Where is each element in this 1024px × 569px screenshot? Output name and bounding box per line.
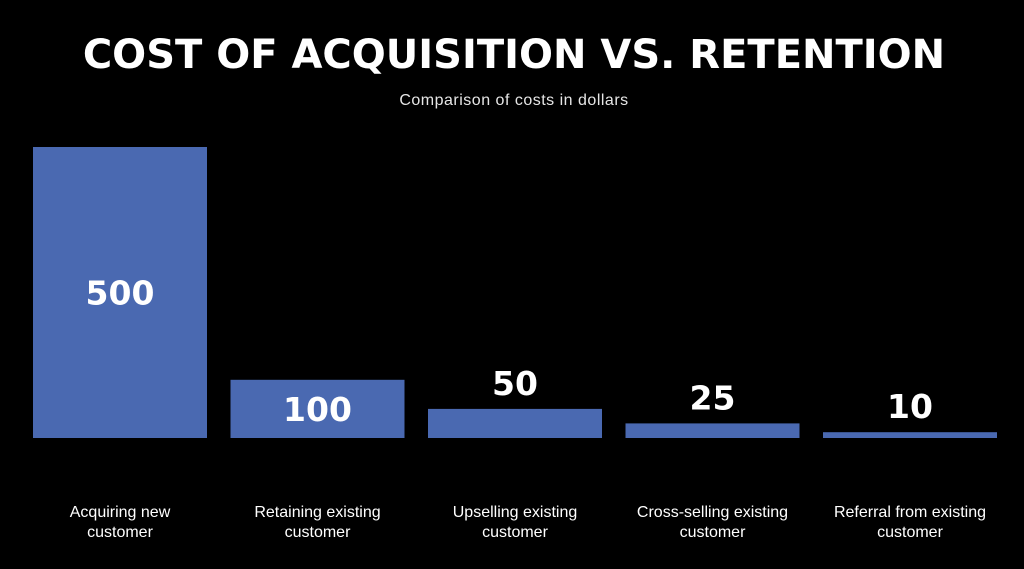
bar-value-label-3: 50 — [492, 364, 538, 403]
bar-4 — [625, 423, 800, 438]
value-labels-layer: 500 100 50 25 10 — [86, 274, 933, 429]
category-label-4-line-1: Cross-selling existing — [637, 504, 788, 521]
category-label-2-line-1: Retaining existing — [254, 504, 380, 521]
category-label-5-line-1: Referral from existing — [834, 504, 986, 521]
category-label-4: Cross-selling existing customer — [637, 504, 788, 541]
bar-2 — [230, 379, 405, 438]
category-label-1: Acquiring new customer — [70, 504, 171, 541]
bar-value-label-4: 25 — [690, 378, 736, 417]
category-label-3: Upselling existing customer — [453, 504, 578, 541]
category-labels-layer: Acquiring new customer Retaining existing c… — [70, 504, 986, 541]
bar-1 — [33, 147, 207, 438]
bar-5 — [823, 432, 997, 438]
category-label-3-line-1: Upselling existing — [453, 504, 578, 521]
bars-layer — [33, 147, 997, 438]
category-label-4-line-2: customer — [680, 524, 746, 541]
bar-value-label-1: 500 — [86, 274, 155, 313]
bar-3 — [428, 408, 602, 438]
category-label-1-line-1: Acquiring new — [70, 504, 171, 521]
category-label-2: Retaining existing customer — [254, 504, 380, 541]
chart-subtitle: Comparison of costs in dollars — [399, 92, 628, 109]
category-label-5-line-2: customer — [877, 524, 943, 541]
category-label-2-line-2: customer — [285, 524, 351, 541]
chart-title: COST OF ACQUISITION VS. RETENTION — [83, 32, 945, 78]
bar-value-label-2: 100 — [283, 390, 352, 429]
category-label-5: Referral from existing customer — [834, 504, 986, 541]
bar-value-label-5: 10 — [887, 387, 933, 426]
category-label-1-line-2: customer — [87, 524, 153, 541]
category-label-3-line-2: customer — [482, 524, 548, 541]
